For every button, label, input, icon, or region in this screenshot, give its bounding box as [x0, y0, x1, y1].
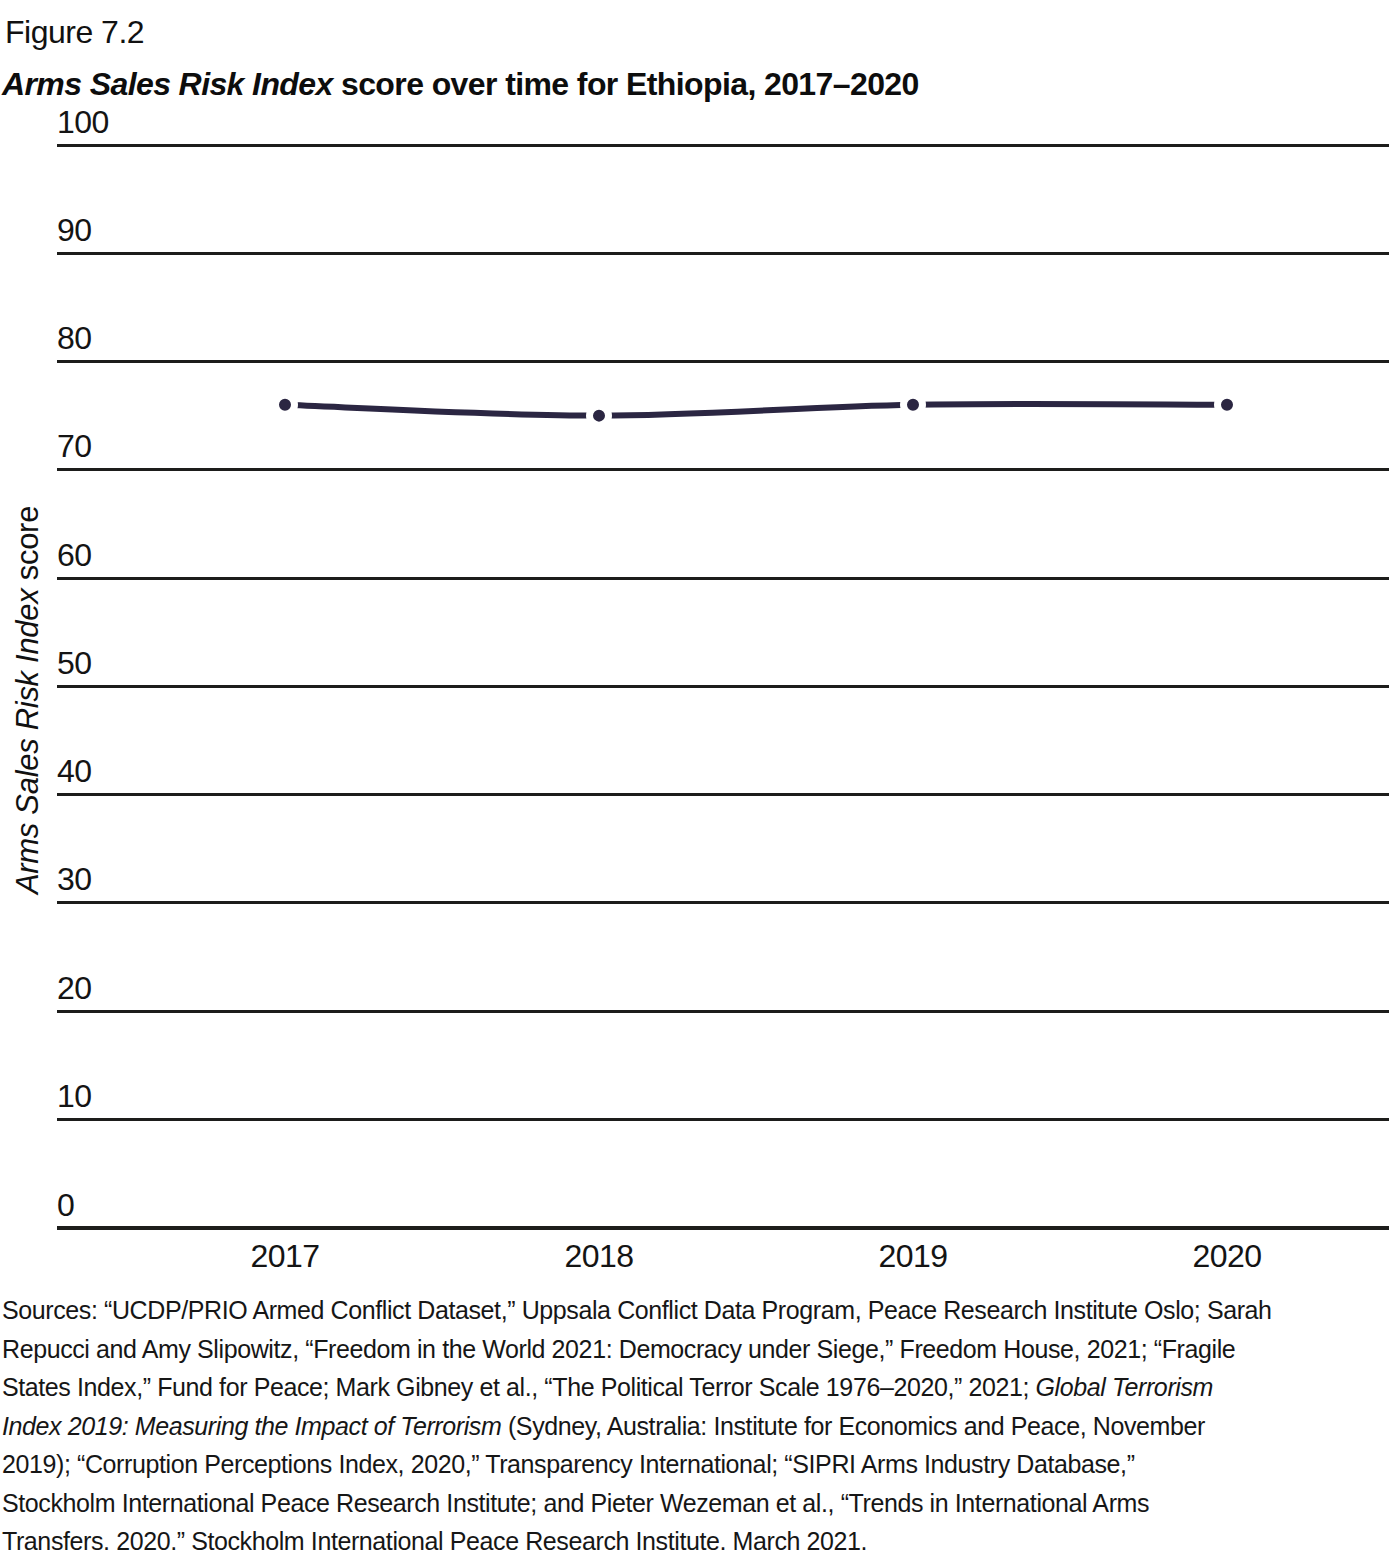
sources-line: Repucci and Amy Slipowitz, “Freedom in t… — [2, 1330, 1400, 1369]
sources-line: Sources: “UCDP/PRIO Armed Conflict Datas… — [2, 1291, 1400, 1330]
sources-line: Index 2019: Measuring the Impact of Terr… — [2, 1407, 1400, 1446]
figure: Figure 7.2 Arms Sales Risk Index score o… — [0, 0, 1400, 1550]
sources-note: Sources: “UCDP/PRIO Armed Conflict Datas… — [2, 1291, 1400, 1550]
data-point — [1218, 395, 1237, 414]
sources-italic-segment: Global Terrorism — [1036, 1373, 1213, 1401]
sources-segment: Transfers, 2020,” Stockholm Internationa… — [2, 1527, 867, 1550]
sources-line: 2019); “Corruption Perceptions Index, 20… — [2, 1445, 1400, 1484]
data-point — [904, 395, 923, 414]
sources-line: Stockholm International Peace Research I… — [2, 1484, 1400, 1523]
data-point — [590, 406, 609, 425]
series-line — [285, 404, 1227, 416]
sources-segment: States Index,” Fund for Peace; Mark Gibn… — [2, 1373, 1036, 1401]
sources-segment: (Sydney, Australia: Institute for Econom… — [501, 1412, 1204, 1440]
sources-segment: Repucci and Amy Slipowitz, “Freedom in t… — [2, 1335, 1235, 1363]
data-point — [276, 395, 295, 414]
sources-italic-segment: Index 2019: Measuring the Impact of Terr… — [2, 1412, 501, 1440]
sources-segment: 2019); “Corruption Perceptions Index, 20… — [2, 1450, 1135, 1478]
sources-line: Transfers, 2020,” Stockholm Internationa… — [2, 1522, 1400, 1550]
x-tick-label: 2020 — [1147, 1238, 1307, 1275]
x-tick-label: 2019 — [833, 1238, 993, 1275]
sources-line: States Index,” Fund for Peace; Mark Gibn… — [2, 1368, 1400, 1407]
x-tick-label: 2017 — [205, 1238, 365, 1275]
sources-segment: Sources: “UCDP/PRIO Armed Conflict Datas… — [2, 1296, 1272, 1324]
x-tick-label: 2018 — [519, 1238, 679, 1275]
sources-segment: Stockholm International Peace Research I… — [2, 1489, 1149, 1517]
